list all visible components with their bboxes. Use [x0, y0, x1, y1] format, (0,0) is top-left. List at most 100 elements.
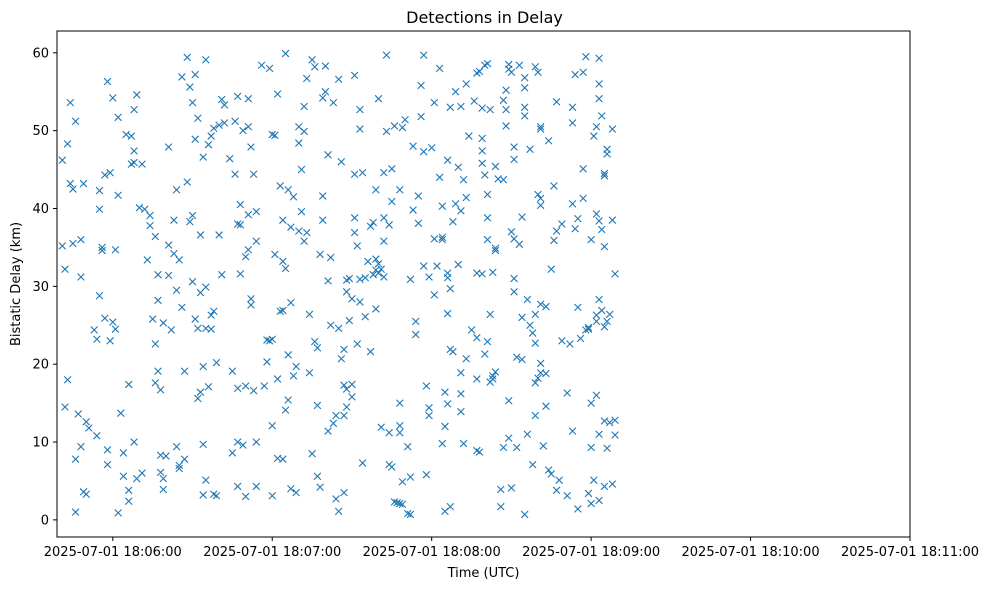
data-point: [268, 130, 277, 139]
y-tick-label: 10: [32, 436, 49, 451]
data-point: [154, 270, 162, 279]
data-point: [595, 217, 603, 225]
data-point: [241, 492, 250, 501]
data-point: [292, 362, 300, 371]
data-point: [454, 260, 463, 269]
data-point: [98, 243, 106, 252]
data-point: [600, 417, 609, 425]
data-point: [457, 389, 465, 398]
data-point: [507, 68, 516, 77]
data-point: [353, 340, 362, 348]
data-point: [180, 367, 189, 375]
data-point: [398, 477, 407, 486]
data-point: [313, 401, 322, 410]
data-point: [111, 325, 120, 333]
data-point: [526, 321, 534, 330]
data-point: [340, 488, 348, 497]
data-point: [486, 310, 494, 319]
data-point: [90, 326, 98, 334]
data-point: [334, 75, 343, 84]
data-point: [611, 416, 619, 425]
data-point: [417, 112, 425, 121]
data-point: [603, 317, 611, 326]
x-tick-label: 2025-07-01 18:11:00: [841, 545, 979, 560]
data-point: [576, 334, 585, 343]
data-point: [164, 143, 173, 151]
data-point: [435, 173, 444, 182]
data-point: [504, 434, 513, 442]
data-point: [186, 83, 194, 91]
data-point: [489, 268, 497, 277]
data-point: [563, 389, 571, 397]
data-point: [340, 345, 348, 354]
data-point: [233, 92, 242, 101]
data-point: [502, 105, 510, 114]
data-point: [236, 270, 245, 278]
data-point: [478, 104, 486, 112]
data-point: [515, 240, 524, 249]
data-point: [528, 460, 537, 469]
data-point: [124, 486, 133, 495]
data-point: [372, 305, 380, 313]
data-point: [183, 178, 191, 186]
data-point: [459, 439, 468, 448]
data-point: [396, 428, 404, 437]
data-point: [608, 480, 617, 488]
data-point: [430, 235, 439, 243]
data-point: [287, 298, 295, 307]
data-point: [66, 179, 75, 188]
data-point: [66, 98, 75, 107]
data-point: [534, 374, 542, 382]
data-point: [438, 202, 447, 210]
data-point: [324, 150, 332, 159]
data-point: [186, 217, 194, 226]
data-point: [510, 274, 518, 283]
data-point: [233, 384, 242, 393]
data-point: [122, 130, 130, 139]
data-point: [417, 81, 425, 90]
data-point: [305, 310, 314, 319]
data-point: [188, 277, 197, 286]
data-point: [135, 203, 144, 212]
data-point: [595, 430, 603, 439]
data-point: [595, 295, 603, 304]
data-point: [154, 296, 162, 305]
data-point: [276, 307, 285, 316]
data-point: [595, 54, 603, 63]
data-point: [558, 220, 566, 228]
data-point: [388, 197, 396, 206]
data-point: [571, 224, 579, 233]
data-point: [568, 103, 577, 112]
data-point: [321, 87, 330, 96]
data-point: [608, 125, 617, 133]
data-point: [130, 105, 138, 114]
data-point: [194, 394, 202, 403]
data-point: [587, 399, 595, 407]
data-point: [550, 182, 558, 190]
data-point: [204, 382, 213, 391]
data-point: [446, 284, 455, 293]
data-point: [499, 175, 508, 184]
data-point: [63, 140, 72, 148]
data-point: [592, 391, 601, 400]
data-point: [58, 242, 67, 250]
x-tick-label: 2025-07-01 18:06:00: [44, 545, 182, 560]
data-point: [411, 317, 420, 326]
data-point: [550, 236, 558, 245]
data-point: [212, 491, 221, 500]
data-point: [164, 271, 173, 280]
data-point: [523, 295, 532, 304]
data-point: [271, 250, 279, 259]
data-point: [372, 186, 380, 194]
data-point: [597, 225, 606, 234]
data-point: [358, 168, 367, 177]
x-tick-label: 2025-07-01 18:08:00: [363, 545, 501, 560]
data-point: [457, 407, 465, 416]
data-point: [324, 277, 332, 285]
data-point: [520, 103, 529, 112]
data-point: [287, 223, 295, 231]
data-point: [69, 185, 77, 193]
data-point: [350, 214, 359, 222]
data-point: [441, 388, 449, 396]
data-point: [443, 156, 452, 165]
